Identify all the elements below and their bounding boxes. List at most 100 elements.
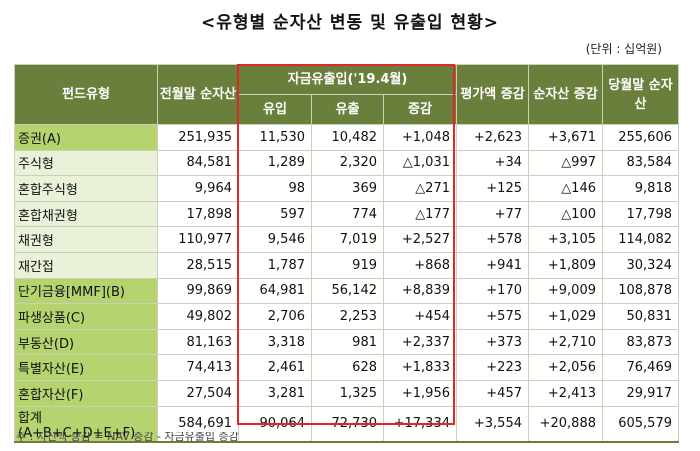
cell-curr: 605,579 (602, 405, 679, 443)
fund-flow-table: 펀드유형 전월말 순자산 자금유출입('19.4월) 평가액 증감 순자산 증감… (14, 64, 679, 443)
cell-val: +2,623 (456, 124, 529, 151)
cell-name: 합계(A+B+C+D+E+F) (14, 405, 158, 443)
cell-prev: 110,977 (157, 226, 239, 253)
table-body: 증권(A) 251,935 11,530 10,482 +1,048 +2,623 +3,6… (14, 124, 679, 443)
cell-name: 부동산(D) (14, 328, 158, 356)
cell-prev: 74,413 (157, 354, 239, 381)
cell-prev: 49,802 (157, 303, 239, 330)
cell-val: +125 (456, 175, 529, 202)
cell-curr: 29,917 (602, 379, 679, 407)
table-row: 혼합자산(F) 27,504 3,281 1,325 +1,956 +457 +2,413 2… (14, 379, 679, 407)
cell-val: +3,554 (456, 405, 529, 443)
page-title: <유형별 순자산 변동 및 유출입 현황> (200, 13, 500, 33)
cell-out: 2,253 (311, 303, 384, 330)
table-row: 혼합주식형 9,964 98 369 △271 +125 △146 9,818 (14, 175, 679, 202)
cell-val: +34 (456, 149, 529, 177)
cell-curr: 255,606 (602, 124, 679, 151)
cell-name: 혼합채권형 (14, 200, 158, 228)
cell-in: 98 (238, 175, 312, 202)
cell-out: 72,730 (311, 405, 384, 443)
table-row: 파생상품(C) 49,802 2,706 2,253 +454 +575 +1,029 50,… (14, 303, 679, 330)
table-row: 부동산(D) 81,163 3,318 981 +2,337 +373 +2,710 83,8… (14, 328, 679, 356)
cell-chg: +1,048 (383, 124, 457, 151)
cell-name: 주식형 (14, 149, 158, 177)
cell-in: 64,981 (238, 277, 312, 305)
cell-name: 증권(A) (14, 124, 158, 151)
cell-in: 597 (238, 200, 312, 228)
cell-nav: +2,056 (528, 354, 603, 381)
cell-name: 채권형 (14, 226, 158, 253)
cell-prev: 251,935 (157, 124, 239, 151)
cell-val: +457 (456, 379, 529, 407)
cell-val: +170 (456, 277, 529, 305)
cell-nav: +2,710 (528, 328, 603, 356)
cell-chg: △1,031 (383, 149, 457, 177)
cell-out: 981 (311, 328, 384, 356)
cell-in: 2,461 (238, 354, 312, 381)
cell-in: 1,787 (238, 251, 312, 279)
cell-in: 3,281 (238, 379, 312, 407)
cell-val: +578 (456, 226, 529, 253)
cell-curr: 108,878 (602, 277, 679, 305)
cell-curr: 76,469 (602, 354, 679, 381)
cell-nav: +9,009 (528, 277, 603, 305)
cell-out: 919 (311, 251, 384, 279)
cell-chg: +1,833 (383, 354, 457, 381)
cell-chg: +2,337 (383, 328, 457, 356)
cell-nav: +20,888 (528, 405, 603, 443)
cell-chg: +8,839 (383, 277, 457, 305)
unit-label: (단위 : 십억원) (585, 42, 662, 56)
table-row: 재간접 28,515 1,787 919 +868 +941 +1,809 30,324 (14, 251, 679, 279)
cell-curr: 9,818 (602, 175, 679, 202)
cell-prev: 28,515 (157, 251, 239, 279)
table-row: 특별자산(E) 74,413 2,461 628 +1,833 +223 +2,056 76,… (14, 354, 679, 381)
cell-nav: +3,671 (528, 124, 603, 151)
table-row: 증권(A) 251,935 11,530 10,482 +1,048 +2,623 +3,6… (14, 124, 679, 151)
cell-chg: △177 (383, 200, 457, 228)
cell-val: +223 (456, 354, 529, 381)
cell-nav: △997 (528, 149, 603, 177)
cell-val: +575 (456, 303, 529, 330)
cell-in: 3,318 (238, 328, 312, 356)
cell-chg: +17,334 (383, 405, 457, 443)
cell-out: 56,142 (311, 277, 384, 305)
cell-name: 재간접 (14, 251, 158, 279)
cell-val: +941 (456, 251, 529, 279)
cell-in: 1,289 (238, 149, 312, 177)
table-row: 단기금융[MMF](B) 99,869 64,981 56,142 +8,839 +170… (14, 277, 679, 305)
cell-out: 7,019 (311, 226, 384, 253)
header-flow-group: 자금유출입('19.4월) (238, 64, 457, 95)
cell-val: +77 (456, 200, 529, 228)
cell-in: 9,546 (238, 226, 312, 253)
cell-nav: +2,413 (528, 379, 603, 407)
footnote: 주 : 자산액 증감 = NAV 증감 - 자금유출입 증감 (16, 432, 239, 442)
cell-chg: +1,956 (383, 379, 457, 407)
header-nav-change: 순자산 증감 (528, 64, 603, 125)
cell-out: 774 (311, 200, 384, 228)
cell-prev: 9,964 (157, 175, 239, 202)
header-fund-type: 펀드유형 (14, 64, 158, 125)
cell-out: 2,320 (311, 149, 384, 177)
cell-chg: △271 (383, 175, 457, 202)
cell-curr: 83,584 (602, 149, 679, 177)
cell-out: 1,325 (311, 379, 384, 407)
cell-out: 10,482 (311, 124, 384, 151)
cell-prev: 27,504 (157, 379, 239, 407)
table-row: 주식형 84,581 1,289 2,320 △1,031 +34 △997 83,584 (14, 149, 679, 177)
cell-name: 단기금융[MMF](B) (14, 277, 158, 305)
cell-chg: +2,527 (383, 226, 457, 253)
cell-out: 628 (311, 354, 384, 381)
header-flow-change: 증감 (383, 94, 457, 125)
cell-curr: 17,798 (602, 200, 679, 228)
cell-chg: +454 (383, 303, 457, 330)
cell-in: 11,530 (238, 124, 312, 151)
cell-nav: △100 (528, 200, 603, 228)
cell-curr: 30,324 (602, 251, 679, 279)
cell-nav: +1,809 (528, 251, 603, 279)
cell-name: 특별자산(E) (14, 354, 158, 381)
header-outflow: 유출 (311, 94, 384, 125)
cell-prev: 17,898 (157, 200, 239, 228)
cell-nav: +1,029 (528, 303, 603, 330)
cell-prev: 99,869 (157, 277, 239, 305)
header-valuation-change: 평가액 증감 (456, 64, 529, 125)
